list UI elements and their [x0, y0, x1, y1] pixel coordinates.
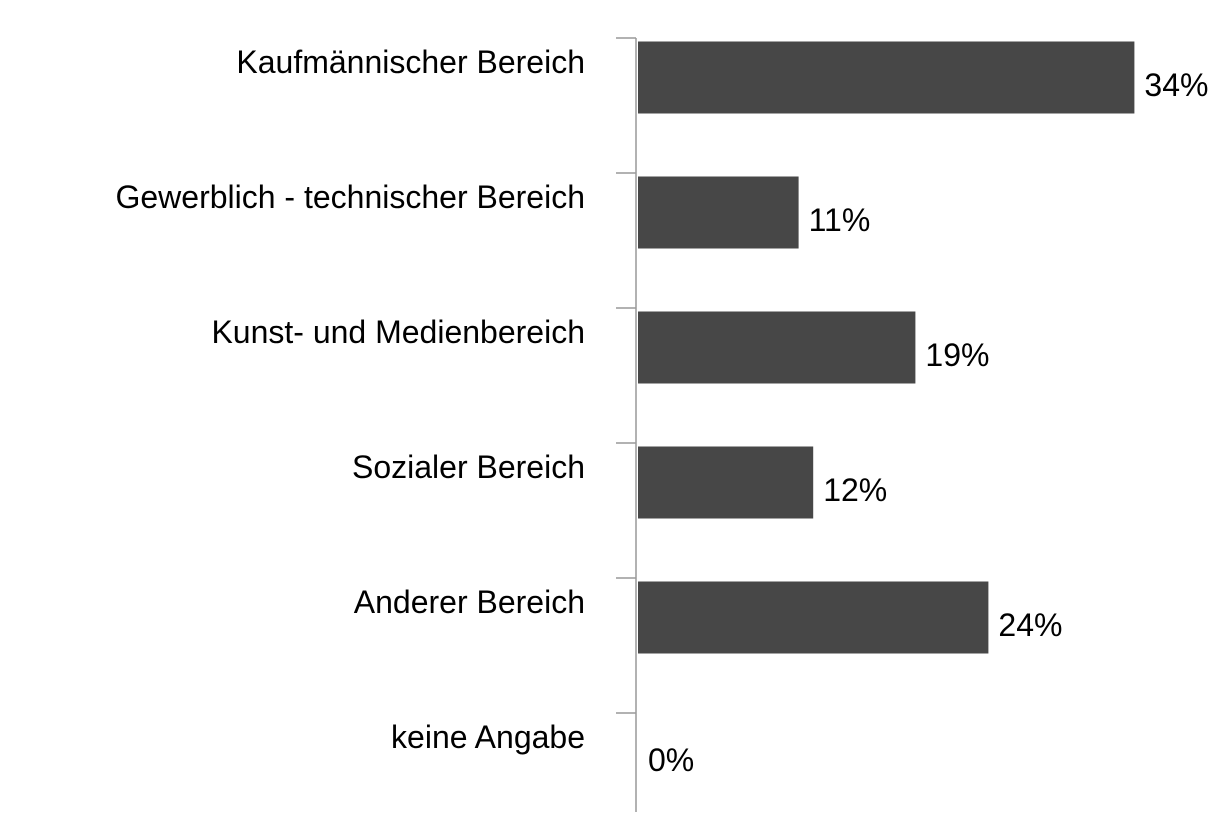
value-label: 24%	[998, 607, 1062, 643]
bar	[638, 176, 799, 249]
bar	[638, 41, 1135, 114]
category-label: Anderer Bereich	[354, 584, 585, 620]
value-label: 19%	[925, 337, 989, 373]
value-label: 12%	[823, 472, 887, 508]
category-label: Sozialer Bereich	[352, 449, 585, 485]
bar	[638, 311, 916, 384]
category-label: Gewerblich - technischer Bereich	[115, 179, 585, 215]
bar	[638, 446, 814, 519]
bar	[638, 581, 989, 654]
category-label: Kunst- und Medienbereich	[211, 314, 585, 350]
category-label: Kaufmännischer Bereich	[236, 44, 585, 80]
value-label: 11%	[809, 202, 871, 238]
category-label: keine Angabe	[391, 719, 585, 755]
value-label: 34%	[1144, 67, 1208, 103]
value-label: 0%	[648, 742, 694, 778]
